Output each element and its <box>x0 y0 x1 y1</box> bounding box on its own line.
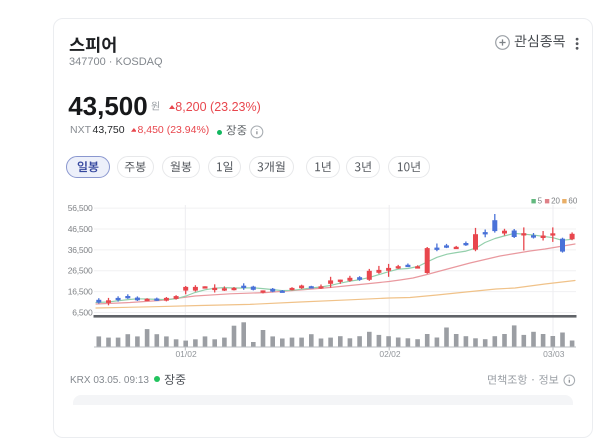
svg-text:5: 5 <box>538 197 543 206</box>
svg-text:01/02: 01/02 <box>175 349 197 359</box>
svg-text:46,500: 46,500 <box>68 224 93 234</box>
svg-text:03/03: 03/03 <box>543 349 565 359</box>
svg-text:56,500: 56,500 <box>68 203 93 213</box>
svg-text:36,500: 36,500 <box>68 245 93 255</box>
svg-text:60: 60 <box>568 197 577 206</box>
svg-text:20: 20 <box>551 197 560 206</box>
svg-text:6,500: 6,500 <box>72 307 93 317</box>
svg-text:16,500: 16,500 <box>68 287 93 297</box>
svg-text:02/02: 02/02 <box>379 349 401 359</box>
svg-text:26,500: 26,500 <box>68 266 93 276</box>
